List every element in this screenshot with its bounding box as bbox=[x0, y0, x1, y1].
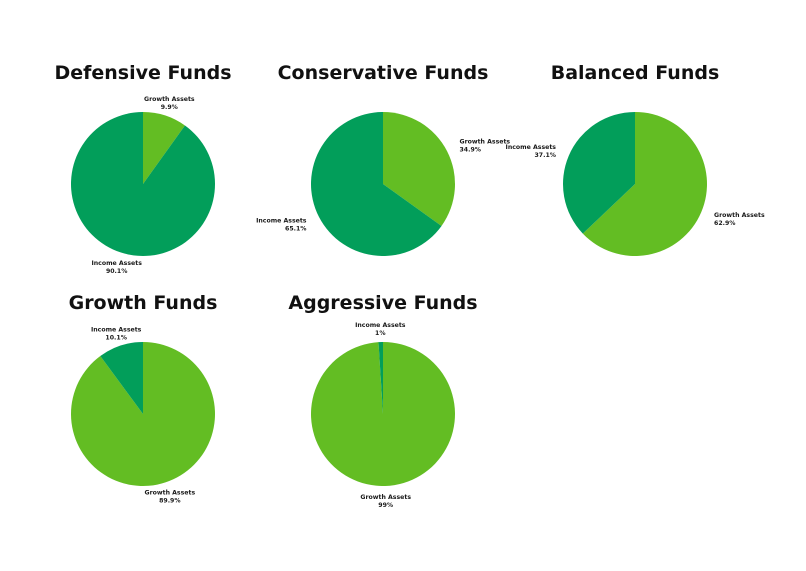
slice-label: Income Assets bbox=[256, 217, 307, 224]
pie-slice-income-assets bbox=[311, 112, 442, 256]
slice-value-label: 65.1% bbox=[285, 225, 306, 232]
chart-title: Growth Funds bbox=[68, 292, 218, 314]
slice-label: Growth Assets bbox=[460, 139, 511, 146]
pie-slice-growth-assets bbox=[310, 342, 455, 486]
chart-title: Aggressive Funds bbox=[288, 292, 478, 314]
pie-slice-income-assets bbox=[71, 112, 216, 256]
pie-slice-income-assets bbox=[378, 342, 383, 414]
pie-slice-growth-assets bbox=[143, 112, 185, 184]
slice-label: Income Assets bbox=[91, 326, 142, 333]
chart-title: Balanced Funds bbox=[550, 62, 720, 84]
pie-chart-defensive: Defensive Funds Growth Assets 9.9% Income … bbox=[23, 62, 263, 292]
chart-title: Conservative Funds bbox=[277, 62, 489, 84]
slice-label: Income Assets bbox=[91, 260, 142, 267]
slice-value-label: 37.1% bbox=[534, 152, 555, 159]
pie-slice-growth-assets bbox=[582, 112, 707, 256]
pie-slice-income-assets bbox=[100, 342, 143, 414]
slice-value-label: 62.9% bbox=[714, 220, 735, 227]
slice-label: Growth Assets bbox=[360, 494, 411, 501]
slice-value-label: 90.1% bbox=[106, 268, 127, 275]
slice-label: Growth Assets bbox=[144, 96, 195, 103]
chart-title: Defensive Funds bbox=[54, 62, 232, 84]
slice-value-label: 10.1% bbox=[105, 334, 126, 341]
pie-chart-growth: Growth Funds Growth Assets 89.9% Income As… bbox=[23, 292, 263, 522]
slice-label: Income Assets bbox=[506, 144, 557, 151]
slice-value-label: 99% bbox=[378, 502, 393, 509]
pie-slice-growth-assets bbox=[383, 112, 455, 226]
slice-value-label: 89.9% bbox=[159, 498, 180, 505]
pie-chart-aggressive: Aggressive Funds Growth Assets 99% Income … bbox=[263, 292, 503, 522]
slice-value-label: 34.9% bbox=[460, 147, 481, 154]
slice-label: Growth Assets bbox=[714, 212, 765, 219]
pie-chart-conservative: Conservative Funds Growth Assets 34.9% Inc… bbox=[256, 62, 510, 292]
pie-slice-growth-assets bbox=[71, 342, 216, 486]
pie-chart-balanced: Balanced Funds Growth Assets 62.9% Income … bbox=[506, 62, 765, 292]
slice-value-label: 1% bbox=[375, 330, 386, 337]
slice-label: Income Assets bbox=[355, 322, 406, 329]
slice-value-label: 9.9% bbox=[161, 104, 178, 111]
pie-slice-income-assets bbox=[563, 112, 635, 234]
slice-label: Growth Assets bbox=[145, 490, 196, 497]
